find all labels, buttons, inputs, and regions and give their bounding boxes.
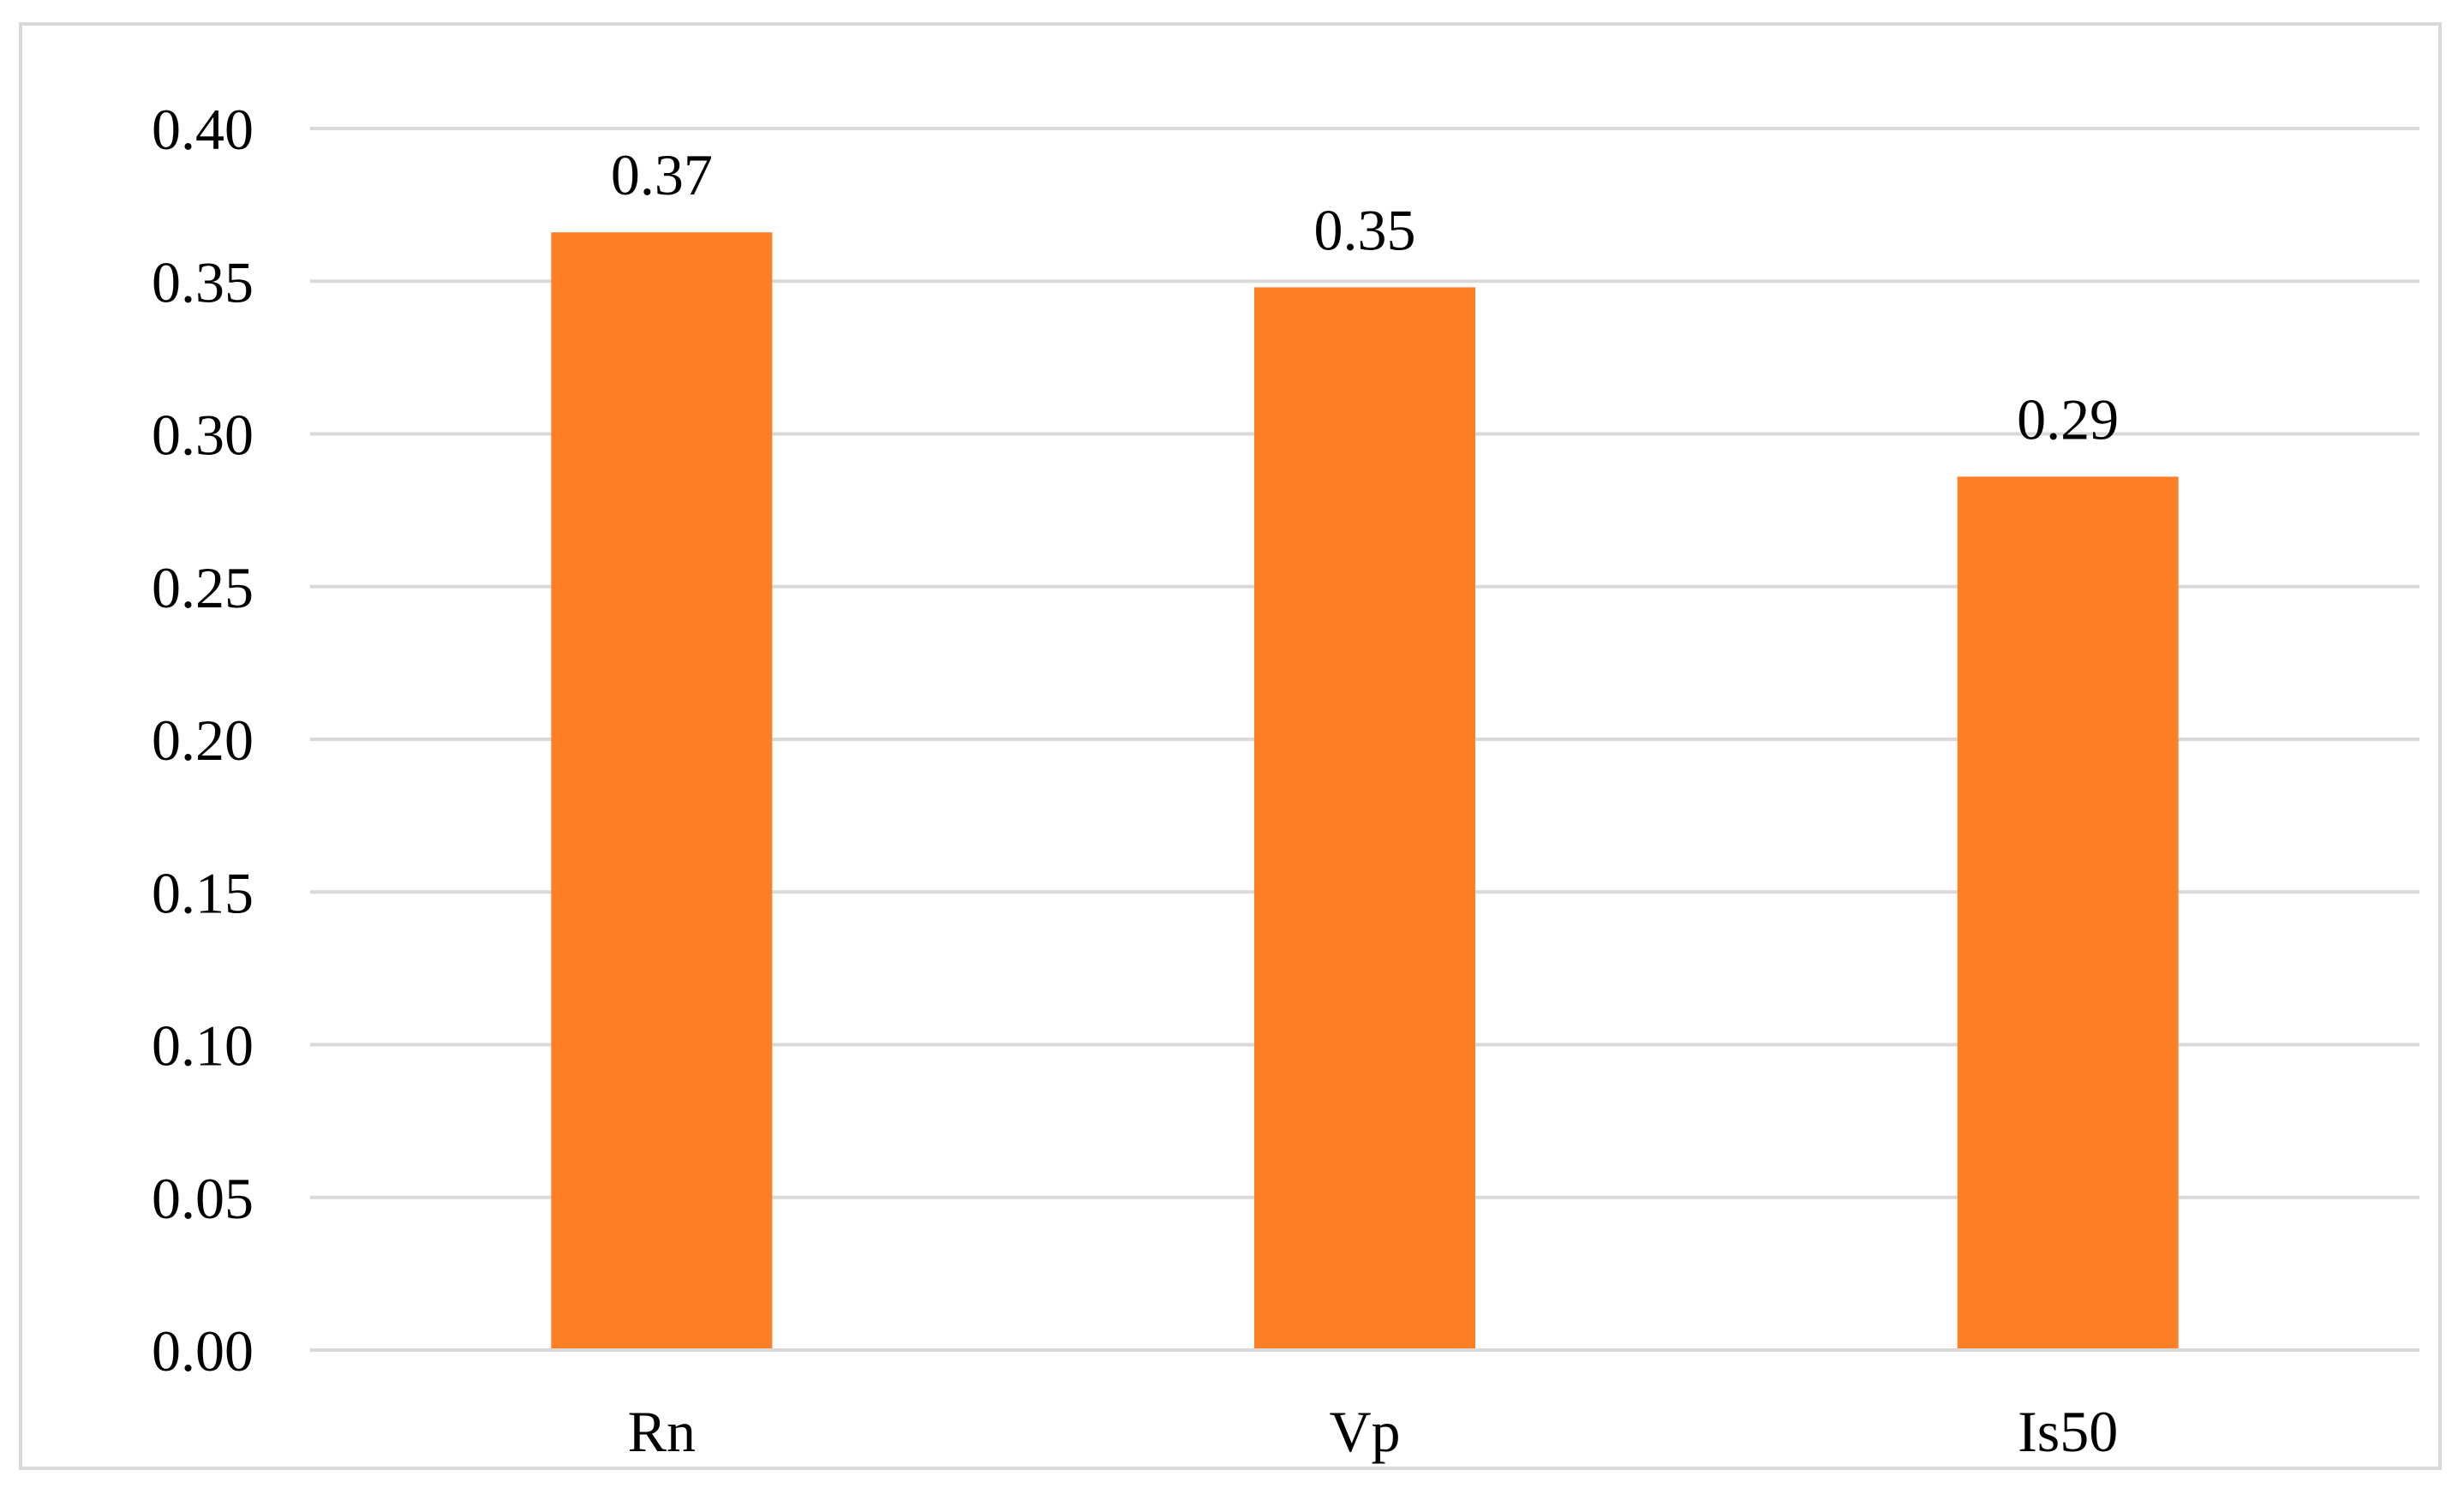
y-tick-label-5: 0.25 (152, 555, 254, 620)
y-tick-label-6: 0.30 (152, 403, 254, 468)
bar-vp (1254, 287, 1475, 1350)
y-tick-label-4: 0.20 (152, 708, 254, 773)
y-tick-label-8: 0.40 (152, 97, 254, 162)
bar-is50 (1957, 476, 2179, 1350)
data-label-vp: 0.35 (1314, 197, 1416, 262)
x-tick-label-rn: Rn (628, 1399, 696, 1464)
y-tick-label-2: 0.10 (152, 1013, 254, 1079)
y-tick-label-3: 0.15 (152, 860, 254, 925)
y-axis-tick-labels: 0.00 0.05 0.10 0.15 0.20 0.25 0.30 0.35 0.40 (152, 97, 254, 1383)
x-tick-label-vp: Vp (1329, 1399, 1400, 1464)
bars (310, 232, 2419, 1352)
x-axis-tick-labels: Rn Vp Is50 (628, 1399, 2119, 1464)
data-label-is50: 0.29 (2017, 386, 2119, 451)
x-tick-label-is50: Is50 (2018, 1399, 2118, 1464)
bar-rn (551, 232, 773, 1351)
y-tick-label-1: 0.05 (152, 1166, 254, 1231)
data-labels: 0.37 0.35 0.29 (611, 142, 2119, 451)
y-tick-label-7: 0.35 (152, 249, 254, 314)
y-tick-label-0: 0.00 (152, 1318, 254, 1383)
data-label-rn: 0.37 (611, 142, 713, 207)
